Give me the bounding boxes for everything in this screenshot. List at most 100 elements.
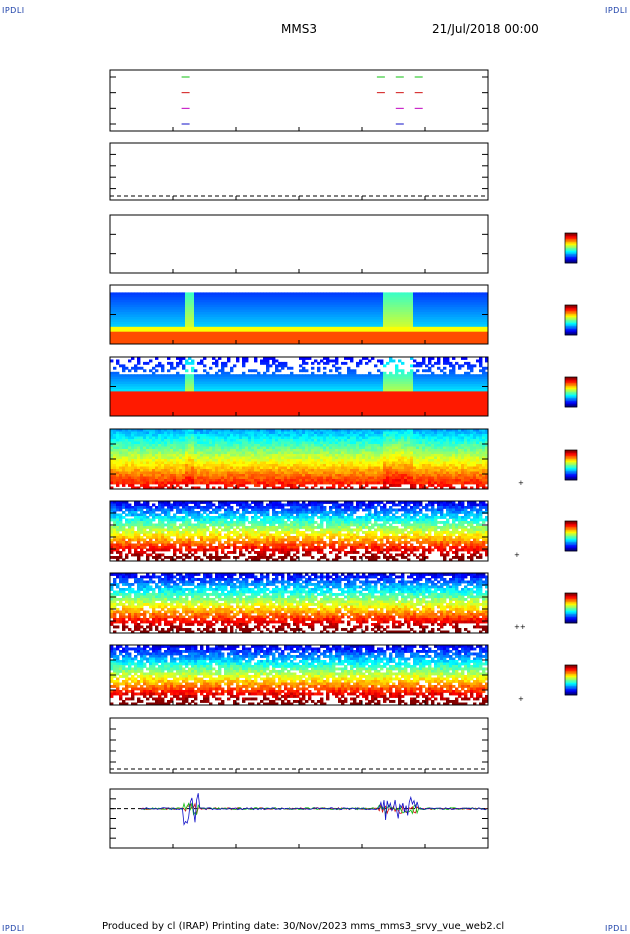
heatmap-cell	[152, 307, 156, 310]
heatmap-cell	[260, 307, 264, 310]
heatmap-cell	[311, 381, 315, 385]
heatmap-cell	[422, 304, 426, 308]
heatmap-cell	[149, 292, 153, 296]
colorbar-swatch	[565, 333, 577, 336]
heatmap-cell	[308, 379, 312, 382]
heatmap-cell	[116, 309, 120, 313]
heatmap-cell	[368, 326, 372, 330]
heatmap-cell	[266, 359, 270, 363]
heatmap-cell	[455, 341, 459, 345]
heatmap-cell	[350, 411, 354, 414]
heatmap-cell	[338, 297, 342, 301]
heatmap-cell	[320, 413, 324, 417]
heatmap-cell	[221, 319, 225, 323]
heatmap-cell	[374, 374, 378, 378]
heatmap-cell	[380, 386, 384, 390]
heatmap-cell	[428, 357, 432, 360]
heatmap-cell	[371, 309, 375, 313]
heatmap-cell	[356, 329, 360, 333]
heatmap-cell	[272, 374, 276, 378]
heatmap-cell	[305, 309, 309, 313]
heatmap-cell	[128, 379, 132, 382]
heatmap-cell	[242, 376, 246, 380]
corner-mark-tr: IPDLI	[605, 6, 628, 15]
heatmap-cell	[353, 314, 357, 318]
heatmap-cell	[209, 339, 213, 342]
heatmap-cell	[275, 292, 279, 296]
heatmap-cell	[332, 381, 336, 385]
heatmap-cell	[146, 376, 150, 380]
heatmap-cell	[377, 326, 381, 330]
heatmap-cell	[188, 326, 192, 330]
heatmap-cell	[116, 339, 120, 342]
heatmap-cell	[191, 369, 195, 373]
heatmap-cell	[173, 366, 177, 370]
heatmap-cell	[200, 403, 204, 407]
heatmap-cell	[116, 299, 120, 303]
heatmap-cell	[251, 401, 255, 405]
heatmap-cell	[245, 341, 249, 345]
heatmap-cell	[230, 321, 234, 325]
heatmap-cell	[263, 384, 267, 387]
heatmap-cell	[203, 398, 207, 402]
heatmap-cell	[266, 297, 270, 301]
heatmap-cell	[380, 396, 384, 400]
heatmap-cell	[443, 393, 447, 397]
heatmap-cell	[143, 374, 147, 378]
heatmap-cell	[308, 389, 312, 392]
heatmap-cell	[242, 406, 246, 410]
heatmap-cell	[176, 309, 180, 313]
heatmap-cell	[155, 312, 159, 315]
heatmap-cell	[455, 374, 459, 378]
heatmap-cell	[293, 292, 297, 296]
heatmap-cell	[401, 331, 405, 335]
heatmap-cell	[449, 413, 453, 417]
heatmap-cell	[341, 317, 345, 320]
heatmap-cell	[182, 292, 186, 296]
heatmap-cell	[416, 374, 420, 378]
heatmap-cell	[296, 299, 300, 303]
heatmap-cell	[149, 384, 153, 387]
heatmap-cell	[335, 314, 339, 318]
heatmap-cell	[446, 299, 450, 303]
heatmap-cell	[233, 297, 237, 301]
heatmap-cell	[422, 401, 426, 405]
heatmap-cell	[338, 312, 342, 315]
heatmap-cell	[224, 386, 228, 390]
heatmap-cell	[272, 379, 276, 382]
heatmap-cell	[290, 366, 294, 370]
heatmap-cell	[239, 302, 243, 306]
heatmap-cell	[467, 314, 471, 318]
heatmap-cell	[341, 384, 345, 387]
heatmap-cell	[113, 366, 117, 370]
heatmap-cell	[263, 312, 267, 315]
heatmap-cell	[476, 312, 480, 315]
heatmap-cell	[440, 324, 444, 328]
heatmap-cell	[158, 339, 162, 342]
heatmap-cell	[386, 386, 390, 390]
heatmap-cell	[422, 381, 426, 385]
heatmap-cell	[119, 321, 123, 325]
heatmap-cell	[191, 314, 195, 318]
heatmap-cell	[449, 398, 453, 402]
heatmap-cell	[254, 314, 258, 318]
heatmap-cell	[263, 411, 267, 414]
heatmap-cell	[125, 391, 129, 395]
heatmap-cell	[377, 391, 381, 395]
heatmap-cell	[188, 374, 192, 378]
heatmap-cell	[383, 401, 387, 405]
heatmap-cell	[371, 331, 375, 335]
heatmap-cell	[323, 379, 327, 382]
heatmap-cell	[422, 361, 426, 365]
heatmap-cell	[152, 366, 156, 370]
heatmap-cell	[422, 379, 426, 382]
heatmap-cell	[221, 406, 225, 410]
heatmap-cell	[311, 336, 315, 340]
heatmap-cell	[173, 309, 177, 313]
heatmap-cell	[278, 379, 282, 382]
heatmap-cell	[314, 381, 318, 385]
heatmap-cell	[197, 329, 201, 333]
heatmap-cell	[227, 334, 231, 338]
heatmap-cell	[455, 408, 459, 412]
heatmap-cell	[266, 374, 270, 378]
